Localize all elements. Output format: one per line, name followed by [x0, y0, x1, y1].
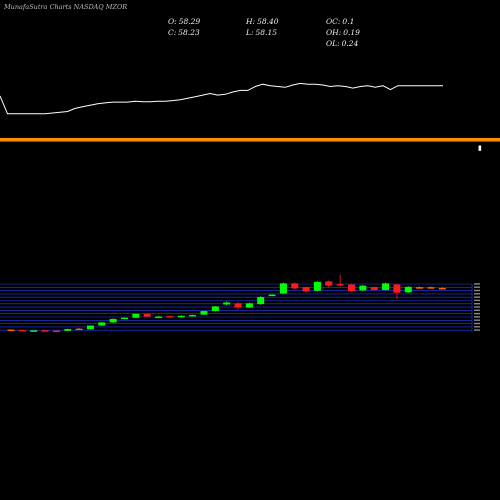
candle-body — [359, 285, 367, 291]
candle-body — [211, 306, 219, 312]
oc-value: 0.1 — [342, 17, 355, 26]
price-line-layer — [0, 82, 443, 115]
candle-body — [143, 313, 151, 317]
close-label: C: — [168, 28, 177, 37]
candle-body — [313, 281, 321, 291]
candle-body — [223, 302, 231, 305]
axis-tick-mark — [474, 283, 480, 285]
axis-tick-mark — [474, 329, 480, 331]
low-value: 58.15 — [255, 28, 277, 37]
oc-label: OC: — [326, 17, 341, 26]
candle-body — [155, 316, 163, 318]
candle-body — [30, 330, 38, 332]
oh-readout: OH: 0.19 — [326, 29, 360, 37]
axis-tick-mark — [474, 309, 480, 311]
axis-tick-mark — [474, 306, 480, 308]
candle-body — [189, 314, 197, 317]
grid-layer — [0, 283, 480, 332]
candle-body — [302, 287, 310, 292]
candle-body — [268, 294, 276, 297]
axis-tick-mark — [474, 322, 480, 325]
candle-body — [336, 284, 344, 286]
oc-readout: OC: 0.1 — [326, 18, 354, 26]
close-readout: C: 58.23 — [168, 29, 200, 37]
candle-body — [86, 325, 94, 330]
low-readout: L: 58.15 — [246, 29, 277, 37]
high-label: H: — [246, 17, 256, 26]
candle-body — [177, 315, 185, 318]
axis-tick-mark — [474, 316, 480, 318]
candle-body — [404, 286, 412, 293]
open-label: O: — [168, 17, 177, 26]
high-readout: H: 58.40 — [246, 18, 279, 26]
candle-body — [279, 283, 287, 294]
candle-body — [121, 317, 128, 320]
axis-tick-mark — [474, 296, 480, 298]
panel-divider — [0, 138, 500, 142]
high-value: 58.40 — [257, 17, 279, 26]
axis-tick-mark — [474, 319, 480, 321]
axis-tick-mark — [474, 299, 480, 302]
open-readout: O: 58.29 — [168, 18, 200, 26]
candle-body — [52, 330, 60, 333]
candle-body — [393, 284, 401, 293]
close-value: 58.23 — [178, 28, 200, 37]
marker-glyph: ▮ — [478, 144, 482, 152]
candle-body — [234, 303, 242, 308]
axis-tick-mark — [474, 303, 480, 305]
candle-body — [7, 329, 15, 332]
candle-body — [18, 330, 26, 332]
price-trend-line — [0, 82, 443, 115]
low-label: L: — [246, 28, 254, 37]
axis-tick-mark — [474, 326, 480, 328]
candle-body — [370, 287, 378, 290]
candle-body — [427, 287, 435, 289]
axis-tick-mark — [474, 293, 480, 295]
candle-body — [109, 318, 117, 323]
candle-body — [245, 303, 253, 308]
ol-value: 0.24 — [341, 39, 359, 48]
candle-body — [64, 329, 72, 331]
oh-value: 0.19 — [343, 28, 360, 37]
candle-body — [132, 313, 140, 318]
candlestick-layer — [7, 274, 446, 333]
candle-body — [438, 288, 446, 290]
chart-watermark-title: MunafaSutra Charts NASDAQ MZOR — [4, 3, 128, 11]
candle-body — [291, 283, 299, 289]
axis-tick-mark — [474, 286, 480, 288]
candle-body — [382, 283, 390, 290]
ol-label: OL: — [326, 39, 340, 48]
candle-body — [325, 281, 333, 286]
candle-body — [166, 316, 174, 318]
candle-body — [98, 322, 106, 326]
candle-body — [257, 297, 265, 305]
candle-body — [75, 328, 83, 331]
ol-readout: OL: 0.24 — [326, 40, 358, 48]
open-value: 58.29 — [178, 17, 201, 26]
candle-body — [200, 311, 208, 315]
oh-label: OH: — [326, 28, 342, 37]
candle-body — [416, 287, 424, 289]
candle-body — [348, 284, 355, 292]
axis-tick-mark — [474, 289, 480, 292]
axis-tick-mark — [474, 312, 480, 315]
candle-body — [41, 330, 49, 332]
